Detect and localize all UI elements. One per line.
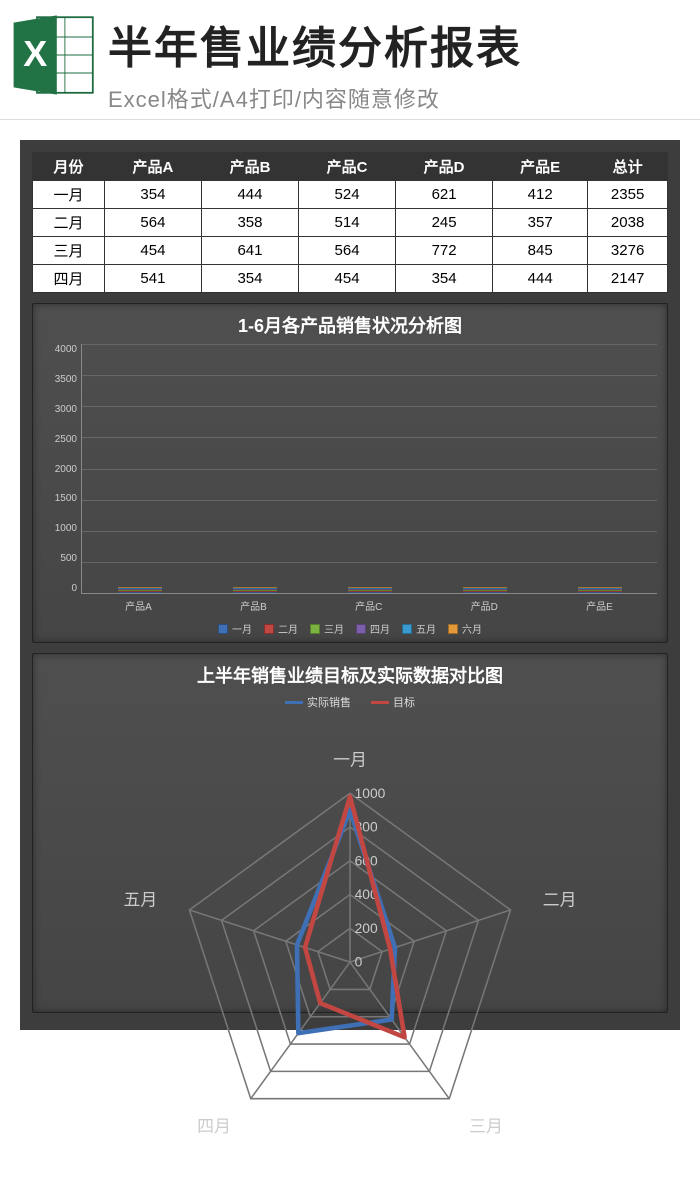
bar-x-label: 产品A — [125, 598, 152, 613]
table-cell: 564 — [299, 237, 396, 265]
svg-text:四月: 四月 — [197, 1117, 231, 1136]
table-cell: 2355 — [588, 181, 668, 209]
table-cell: 772 — [396, 237, 493, 265]
table-cell: 412 — [493, 181, 588, 209]
legend-item: 实际销售 — [285, 694, 351, 710]
table-cell: 514 — [299, 209, 396, 237]
svg-text:一月: 一月 — [333, 751, 367, 770]
bar-chart-panel: 1-6月各产品销售状况分析图 4000350030002500200015001… — [32, 303, 668, 643]
svg-text:二月: 二月 — [543, 891, 577, 910]
radar-chart-body: 一月二月三月四月五月02004006008001000 — [43, 714, 657, 1180]
table-cell: 357 — [493, 209, 588, 237]
bar-column — [118, 587, 162, 593]
report-sheet: 月份产品A产品B产品C产品D产品E总计 一月354444524621412235… — [20, 140, 680, 1030]
table-cell: 二月 — [33, 209, 105, 237]
legend-item: 目标 — [371, 694, 415, 710]
table-cell: 641 — [201, 237, 298, 265]
header: X 半年售业绩分析报表 Excel格式/A4打印/内容随意修改 — [0, 0, 700, 120]
table-header-cell: 产品D — [396, 153, 493, 181]
bar-segment — [233, 592, 277, 593]
table-cell: 358 — [201, 209, 298, 237]
table-header-cell: 总计 — [588, 153, 668, 181]
table-header-cell: 产品E — [493, 153, 588, 181]
table-row: 三月4546415647728453276 — [33, 237, 668, 265]
bar-x-label: 产品E — [586, 598, 613, 613]
table-cell: 845 — [493, 237, 588, 265]
table-cell: 三月 — [33, 237, 105, 265]
bar-column — [348, 587, 392, 593]
bar-x-label: 产品B — [240, 598, 267, 613]
radar-chart-legend: 实际销售 目标 — [43, 694, 657, 710]
svg-text:五月: 五月 — [124, 891, 158, 910]
bar-chart-y-axis: 40003500300025002000150010005000 — [43, 344, 81, 612]
bar-x-label: 产品C — [355, 598, 382, 613]
excel-icon: X — [10, 10, 100, 100]
table-cell: 524 — [299, 181, 396, 209]
bar-chart-title: 1-6月各产品销售状况分析图 — [43, 312, 657, 338]
legend-item: 五月 — [402, 621, 436, 636]
legend-item: 二月 — [264, 621, 298, 636]
table-cell: 3276 — [588, 237, 668, 265]
radar-chart-title: 上半年销售业绩目标及实际数据对比图 — [43, 662, 657, 688]
table-cell: 444 — [201, 181, 298, 209]
svg-text:1000: 1000 — [355, 785, 386, 801]
table-header-cell: 产品B — [201, 153, 298, 181]
page-title: 半年售业绩分析报表 — [108, 12, 700, 76]
svg-text:三月: 三月 — [469, 1117, 503, 1136]
page-subtitle: Excel格式/A4打印/内容随意修改 — [108, 82, 700, 114]
legend-item: 一月 — [218, 621, 252, 636]
legend-item: 四月 — [356, 621, 390, 636]
bar-segment — [348, 592, 392, 593]
table-header-cell: 月份 — [33, 153, 105, 181]
legend-item: 三月 — [310, 621, 344, 636]
data-table: 月份产品A产品B产品C产品D产品E总计 一月354444524621412235… — [32, 152, 668, 293]
bar-segment — [463, 592, 507, 593]
table-cell: 354 — [104, 181, 201, 209]
table-cell: 354 — [396, 265, 493, 293]
table-cell: 2147 — [588, 265, 668, 293]
bar-segment — [118, 592, 162, 593]
table-cell: 564 — [104, 209, 201, 237]
table-header-cell: 产品A — [104, 153, 201, 181]
bar-chart-legend: 一月二月三月四月五月六月 — [43, 621, 657, 636]
table-cell: 454 — [104, 237, 201, 265]
table-header-cell: 产品C — [299, 153, 396, 181]
bar-x-label: 产品D — [471, 598, 498, 613]
table-cell: 2038 — [588, 209, 668, 237]
table-cell: 621 — [396, 181, 493, 209]
table-cell: 354 — [201, 265, 298, 293]
bar-column — [578, 587, 622, 593]
svg-text:0: 0 — [355, 954, 363, 970]
svg-text:X: X — [23, 33, 47, 74]
table-row: 四月5413544543544442147 — [33, 265, 668, 293]
table-cell: 444 — [493, 265, 588, 293]
table-cell: 四月 — [33, 265, 105, 293]
table-cell: 245 — [396, 209, 493, 237]
bar-chart-plot-area — [81, 344, 657, 594]
bar-chart-x-labels: 产品A 产品B 产品C 产品D 产品E — [81, 598, 657, 613]
svg-text:200: 200 — [355, 920, 378, 936]
table-row: 一月3544445246214122355 — [33, 181, 668, 209]
radar-chart-panel: 上半年销售业绩目标及实际数据对比图 实际销售目标 一月二月三月四月五月02004… — [32, 653, 668, 1013]
table-cell: 541 — [104, 265, 201, 293]
radar-chart-svg: 一月二月三月四月五月02004006008001000 — [43, 714, 657, 1180]
bar-column — [233, 587, 277, 593]
bar-column — [463, 587, 507, 593]
table-cell: 一月 — [33, 181, 105, 209]
table-row: 二月5643585142453572038 — [33, 209, 668, 237]
legend-item: 六月 — [448, 621, 482, 636]
table-cell: 454 — [299, 265, 396, 293]
bar-segment — [578, 592, 622, 593]
